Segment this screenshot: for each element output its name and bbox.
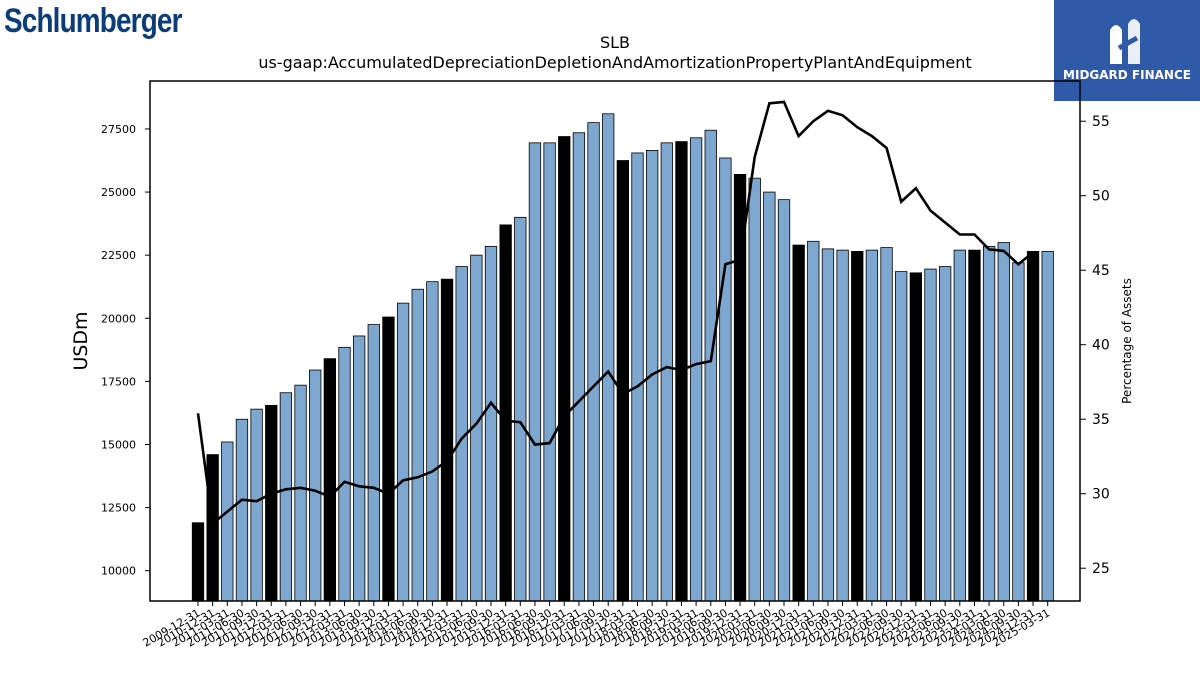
bar-quarter <box>572 132 586 602</box>
bar-annual <box>851 250 864 602</box>
bar-annual <box>1026 250 1040 602</box>
bar-annual <box>440 278 454 602</box>
bar-quarter <box>631 152 644 602</box>
bar-quarter <box>309 369 322 602</box>
bar-quarter <box>865 249 879 602</box>
bar-quarter <box>939 266 952 602</box>
y-axis-left: 10000 12500 15000 17500 20000 22500 25000 27500 <box>101 123 150 578</box>
bar-annual <box>558 136 571 602</box>
bar-quarter <box>528 142 542 602</box>
bar-quarter <box>294 384 307 602</box>
y-tick-label: 15000 <box>101 438 136 451</box>
bar-annual <box>909 272 922 602</box>
bar-quarter <box>836 249 849 602</box>
y2-tick-label: 25 <box>1092 561 1110 577</box>
bar-quarter <box>689 137 703 602</box>
bar-quarter <box>895 271 908 602</box>
bar-quarter <box>821 248 835 602</box>
bar-quarter <box>250 408 263 602</box>
bar-quarter <box>924 268 937 602</box>
y-axis-label: USDm <box>70 311 92 370</box>
y2-tick-label: 35 <box>1092 412 1110 428</box>
bar-quarter <box>279 392 293 602</box>
bar-quarter <box>748 177 761 602</box>
bar-quarter <box>338 346 351 602</box>
bar-annual <box>499 224 512 602</box>
bar-quarter <box>997 242 1010 602</box>
bar-quarter <box>777 199 791 602</box>
bar-quarter <box>543 142 556 602</box>
y-axis-right: 25 30 35 40 45 50 55 <box>1080 114 1110 577</box>
bar-quarter <box>484 245 498 602</box>
bar-quarter <box>1012 262 1025 602</box>
bar-quarter <box>953 249 966 602</box>
bar-quarter <box>763 191 776 602</box>
y-tick-label: 12500 <box>101 502 136 515</box>
bar-quarter <box>704 129 717 602</box>
bar-quarter <box>880 247 893 602</box>
bar-quarter <box>367 324 380 602</box>
bar-quarter <box>396 302 410 602</box>
bar-annual <box>968 249 981 602</box>
chart-subtitle: us-gaap:AccumulatedDepreciationDepletion… <box>258 53 971 72</box>
publisher-name: MIDGARD FINANCE <box>1063 68 1191 82</box>
bar-quarter <box>982 245 996 602</box>
y-tick-label: 27500 <box>101 123 136 136</box>
bar-annual <box>206 454 219 602</box>
bar-annual <box>382 316 395 602</box>
bar-annual <box>265 404 278 602</box>
plot-frame <box>149 80 1081 602</box>
company-logo: Schlumberger <box>4 2 182 40</box>
bar-annual <box>191 522 205 602</box>
y-tick-label: 10000 <box>101 565 136 578</box>
bars-layer <box>191 113 1054 602</box>
bar-quarter <box>352 335 366 602</box>
bar-annual <box>792 244 805 602</box>
y2-tick-label: 50 <box>1092 189 1110 205</box>
bar-quarter <box>807 240 820 602</box>
y2-tick-label: 45 <box>1092 263 1110 279</box>
bar-annual <box>616 160 629 602</box>
bar-quarter <box>587 122 600 602</box>
bar-quarter <box>221 441 234 602</box>
y-tick-label: 17500 <box>101 375 136 388</box>
y-tick-label: 25000 <box>101 186 136 199</box>
y2-tick-label: 55 <box>1092 114 1110 130</box>
bar-quarter <box>235 418 249 602</box>
bar-quarter <box>426 281 439 602</box>
chart-title: SLB <box>600 33 630 52</box>
x-axis: 2009-12-312010-12-312011-03-312011-06-30… <box>141 601 1052 650</box>
midgard-logo-icon <box>1110 19 1140 64</box>
line-series <box>196 100 1034 526</box>
bar-quarter <box>514 216 527 602</box>
bar-quarter <box>411 288 424 602</box>
bar-quarter <box>660 142 673 602</box>
y2-tick-label: 40 <box>1092 338 1110 354</box>
publisher-badge: MIDGARD FINANCE <box>1054 0 1200 101</box>
y2-tick-label: 30 <box>1092 487 1110 503</box>
bar-quarter <box>1041 250 1054 602</box>
y-tick-label: 20000 <box>101 312 136 325</box>
bar-quarter <box>602 113 615 602</box>
bar-quarter <box>719 157 732 602</box>
y-tick-label: 22500 <box>101 249 136 262</box>
bar-annual <box>323 358 337 602</box>
y2-axis-label: Percentage of Assets <box>1120 278 1134 404</box>
